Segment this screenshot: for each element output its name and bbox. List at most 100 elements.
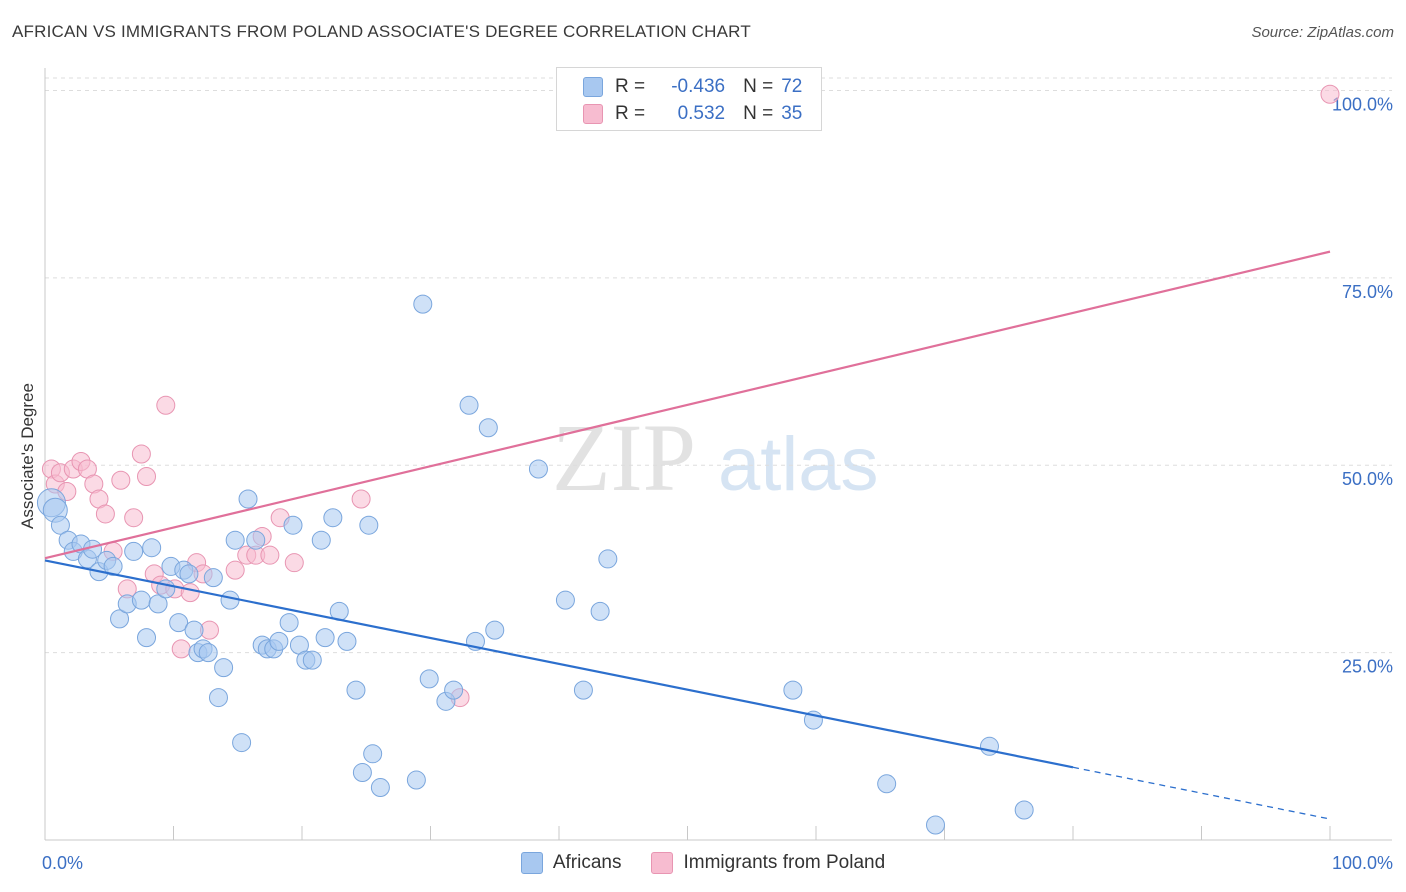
legend-n-label: N = (743, 76, 774, 97)
poland-point (156, 395, 176, 415)
africans-trend-extension (1072, 766, 1331, 820)
poland-point (1320, 84, 1340, 104)
watermark-zip: ZIP (552, 404, 696, 511)
africans-point (269, 631, 289, 651)
chart-title: AFRICAN VS IMMIGRANTS FROM POLAND ASSOCI… (12, 22, 751, 41)
legend-r-label: R = (615, 76, 646, 97)
africans-point (598, 549, 618, 569)
x-tick-label-max: 100.0% (1332, 853, 1393, 873)
africans-point (110, 609, 130, 629)
africans-point (148, 594, 168, 614)
africans-point (573, 680, 593, 700)
series-legend: Africans Immigrants from Poland (0, 852, 1406, 874)
poland-point (111, 470, 131, 490)
africans-point (225, 530, 245, 550)
africans-point (103, 556, 123, 576)
africans-point (302, 650, 322, 670)
y-axis-label: Associate's Degree (18, 383, 37, 529)
africans-point (926, 815, 946, 835)
africans-point (406, 770, 426, 790)
africans-point (1014, 800, 1034, 820)
africans-point (246, 530, 266, 550)
source-label: Source: ZipAtlas.com (1251, 24, 1394, 41)
stats-legend: R = -0.436 N = 72 R = 0.532 N = 35 (556, 67, 822, 131)
africans-point (198, 643, 218, 663)
africans-point (131, 590, 151, 610)
africans-point (124, 541, 144, 561)
poland-point (180, 583, 200, 603)
africans-point (184, 620, 204, 640)
africans-point (179, 564, 199, 584)
poland-points (41, 84, 1340, 708)
africans-point (459, 395, 479, 415)
legend-item-africans: Africans (520, 852, 622, 874)
poland-point (351, 489, 371, 509)
watermark: ZIP atlas (552, 404, 879, 511)
poland-point (284, 553, 304, 573)
africans-point (315, 628, 335, 648)
legend-n-poland: 35 (781, 103, 803, 124)
africans-point (208, 688, 228, 708)
africans-point (363, 744, 383, 764)
africans-point (485, 620, 505, 640)
y-tick-label: 100.0% (1332, 94, 1393, 114)
africans-point (783, 680, 803, 700)
africans-point (238, 489, 258, 509)
axes (44, 68, 1392, 841)
legend-r-africans: -0.436 (671, 76, 726, 97)
africans-point (413, 294, 433, 314)
africans-points (36, 294, 1034, 835)
africans-point (346, 680, 366, 700)
africans-point (137, 628, 157, 648)
y-tick-label: 50.0% (1342, 469, 1393, 489)
poland-point (137, 466, 157, 486)
poland-trend-line (44, 250, 1331, 560)
africans-point (590, 601, 610, 621)
legend-n-africans: 72 (781, 76, 803, 97)
legend-label-africans: Africans (552, 852, 622, 873)
africans-point (283, 515, 303, 535)
africans-point (555, 590, 575, 610)
y-tick-label: 25.0% (1342, 657, 1393, 677)
africans-point (337, 631, 357, 651)
africans-legend-swatch (520, 852, 543, 874)
africans-point (214, 658, 234, 678)
africans-point (279, 613, 299, 633)
africans-trend-line (44, 559, 1074, 769)
legend-item-poland: Immigrants from Poland (651, 852, 885, 874)
poland-swatch (583, 104, 603, 124)
legend-row-africans: R = -0.436 N = 72 (583, 75, 802, 99)
poland-point (124, 508, 144, 528)
africans-point (370, 778, 390, 798)
africans-point (444, 680, 464, 700)
x-tick-label-min: 0.0% (42, 853, 83, 873)
africans-point (323, 508, 343, 528)
africans-point (142, 538, 162, 558)
poland-point (171, 639, 191, 659)
africans-point (169, 613, 189, 633)
africans-swatch (583, 77, 603, 97)
africans-point (419, 669, 439, 689)
africans-point (528, 459, 548, 479)
tick-labels: 25.0% 50.0% 75.0% 100.0% 0.0% 100.0% (42, 94, 1393, 873)
poland-legend-swatch (651, 852, 674, 874)
africans-point (50, 515, 70, 535)
poland-point (95, 504, 115, 524)
poland-point (225, 560, 245, 580)
africans-point (359, 515, 379, 535)
africans-point (478, 418, 498, 438)
y-tick-label: 75.0% (1342, 282, 1393, 302)
gridlines (45, 77, 1392, 654)
poland-point (131, 444, 151, 464)
legend-label-poland: Immigrants from Poland (683, 852, 886, 873)
africans-point (203, 568, 223, 588)
trend-lines (44, 250, 1331, 820)
africans-point (877, 774, 897, 794)
africans-point (220, 590, 240, 610)
africans-point (352, 763, 372, 783)
poland-point (260, 545, 280, 565)
legend-r-label: R = (615, 103, 646, 124)
africans-point (232, 733, 252, 753)
africans-point (311, 530, 331, 550)
